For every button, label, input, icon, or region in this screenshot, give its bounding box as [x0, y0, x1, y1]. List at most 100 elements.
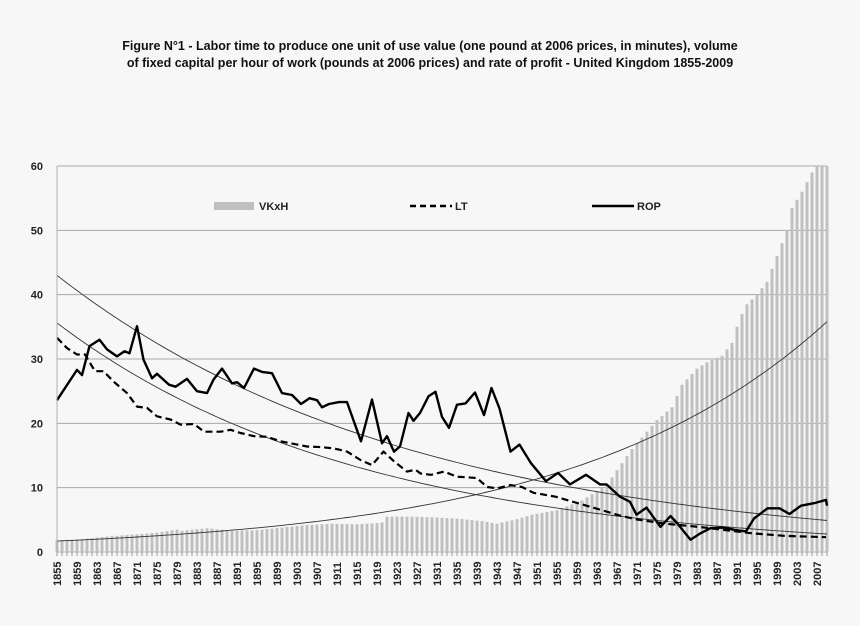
line-rop [55, 325, 829, 541]
bar-vkxh [510, 520, 514, 552]
bar-vkxh [235, 530, 239, 552]
x-tick-label: 1939 [472, 562, 484, 586]
y-tick-label: 0 [37, 547, 43, 559]
trendline-rop [56, 275, 828, 521]
bar-vkxh [585, 497, 589, 552]
bar-vkxh [140, 533, 144, 552]
bar-vkxh [215, 529, 219, 552]
bar-vkxh [455, 518, 459, 552]
bar-vkxh [260, 529, 264, 552]
bar-vkxh [335, 523, 339, 552]
bar-vkxh [810, 172, 814, 552]
bar-vkxh [210, 528, 214, 552]
bar-vkxh [380, 522, 384, 552]
bar-vkxh [490, 522, 494, 552]
bar-vkxh [150, 533, 154, 552]
bar-vkxh [80, 539, 84, 552]
bar-vkxh [655, 420, 659, 552]
x-tick-label: 1991 [732, 562, 744, 586]
bar-vkxh [345, 524, 349, 552]
x-tick-label: 1963 [592, 562, 604, 586]
bar-vkxh [475, 520, 479, 552]
bar-vkxh [435, 517, 439, 552]
bar-vkxh [575, 502, 579, 552]
bar-vkxh [330, 523, 334, 552]
legend-swatch-vkxh [214, 202, 254, 210]
bar-vkxh [85, 538, 89, 552]
bar-vkxh [350, 524, 354, 552]
bar-vkxh [740, 313, 744, 552]
x-tick-label: 1983 [692, 562, 704, 586]
bar-vkxh [60, 540, 64, 552]
bar-vkxh [120, 535, 124, 552]
bar-vkxh [270, 528, 274, 552]
x-tick-label: 2003 [792, 562, 804, 586]
x-tick-label: 1859 [72, 562, 84, 586]
bar-vkxh [825, 166, 829, 552]
bar-vkxh [305, 524, 309, 552]
bar-vkxh [195, 529, 199, 552]
bar-vkxh [300, 525, 304, 552]
bar-vkxh [635, 443, 639, 552]
x-tick-label: 1907 [312, 562, 324, 586]
x-tick-label: 1895 [252, 562, 264, 586]
bar-vkxh [595, 490, 599, 552]
bar-vkxh [725, 349, 729, 552]
bar-vkxh [680, 384, 684, 552]
bar-vkxh [780, 243, 784, 552]
bar-vkxh [630, 449, 634, 552]
bar-vkxh [770, 268, 774, 552]
legend-label-lt: LT [455, 201, 468, 213]
bar-vkxh [255, 530, 259, 552]
x-tick-label: 1911 [332, 562, 344, 586]
x-tick-label: 1887 [212, 562, 224, 586]
bar-vkxh [590, 494, 594, 552]
bar-vkxh [715, 357, 719, 552]
y-tick-label: 30 [31, 354, 43, 366]
bar-vkxh [340, 523, 344, 552]
bar-vkxh [370, 523, 374, 552]
bar-vkxh [130, 534, 134, 552]
bar-vkxh [310, 524, 314, 552]
chart-title-line-2: of fixed capital per hour of work (pound… [126, 56, 734, 70]
x-tick-label: 1923 [392, 562, 404, 586]
bar-vkxh [405, 516, 409, 552]
bar-vkxh [760, 288, 764, 552]
bar-vkxh [560, 508, 564, 552]
x-tick-label: 1879 [172, 562, 184, 586]
bar-vkxh [525, 516, 529, 552]
chart-title-line-1: Figure N°1 - Labor time to produce one u… [122, 39, 738, 53]
bar-vkxh [390, 516, 394, 552]
bar-vkxh [170, 530, 174, 552]
bar-vkxh [315, 524, 319, 552]
bar-vkxh [495, 523, 499, 552]
bar-vkxh [460, 519, 464, 552]
bar-vkxh [245, 530, 249, 552]
bar-vkxh [135, 534, 139, 552]
bar-vkxh [670, 407, 674, 552]
bar-vkxh [225, 530, 229, 552]
bar-vkxh [580, 500, 584, 552]
bar-vkxh [290, 526, 294, 552]
bar-vkxh [100, 537, 104, 552]
bar-vkxh [620, 463, 624, 552]
bar-vkxh [610, 477, 614, 552]
bar-vkxh [410, 516, 414, 552]
bar-vkxh [600, 487, 604, 552]
x-tick-label: 1871 [132, 562, 144, 586]
bar-vkxh [425, 517, 429, 552]
bar-vkxh [125, 535, 129, 552]
x-tick-label: 1855 [52, 562, 64, 586]
bar-vkxh [695, 368, 699, 552]
x-tick-label: 1979 [672, 562, 684, 586]
x-tick-label: 1959 [572, 562, 584, 586]
x-tick-label: 1899 [272, 562, 284, 586]
x-tick-label: 1967 [612, 562, 624, 586]
bar-vkxh [280, 527, 284, 552]
y-tick-label: 20 [31, 418, 43, 430]
bar-vkxh [720, 355, 724, 552]
bar-vkxh [450, 518, 454, 552]
x-tick-label: 1975 [652, 562, 664, 586]
bar-vkxh [65, 539, 69, 552]
